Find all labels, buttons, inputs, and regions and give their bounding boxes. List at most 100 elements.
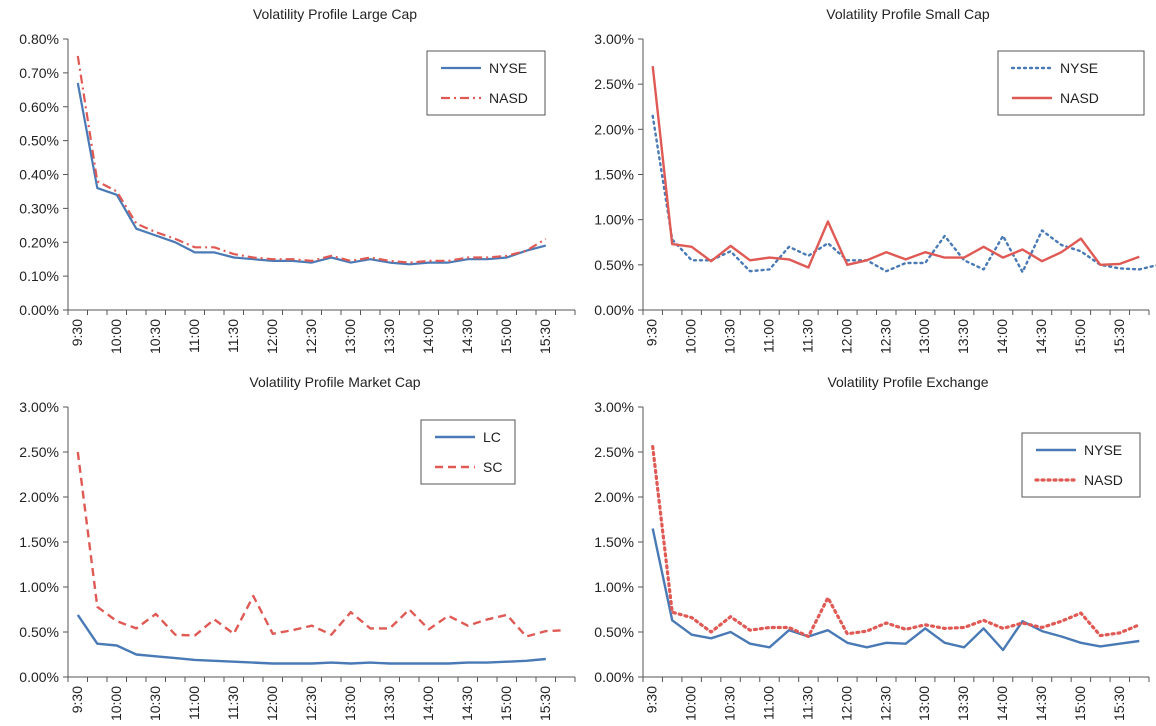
x-tick-label: 15:30: [537, 319, 553, 354]
y-tick-label: 0.40%: [19, 167, 59, 183]
y-tick-label: 0.50%: [19, 624, 59, 640]
legend: NYSE NASD: [997, 50, 1145, 116]
x-tick-label: 11:00: [761, 319, 777, 353]
y-tick-label: 2.00%: [594, 121, 634, 137]
x-tick-label: 11:00: [761, 686, 777, 720]
x-tick-label: 11:30: [225, 686, 241, 720]
y-tick-label: 3.00%: [594, 399, 634, 415]
legend-label: NASD: [1060, 90, 1099, 106]
series-line-nasd: [651, 445, 1141, 639]
x-tick-label: 13:00: [916, 686, 932, 721]
y-tick-label: 3.00%: [594, 31, 634, 47]
x-tick-label: 14:00: [994, 319, 1010, 354]
legend-box: [420, 419, 516, 485]
x-tick-label: 13:00: [916, 319, 932, 354]
x-tick-label: 12:30: [877, 319, 893, 354]
legend: NYSE NASD: [426, 50, 546, 116]
y-tick-label: 0.00%: [19, 302, 59, 318]
y-tick-label: 1.00%: [594, 579, 634, 595]
legend-label: SC: [483, 459, 502, 475]
x-tick-label: 12:30: [303, 319, 319, 354]
x-tick-label: 10:00: [108, 686, 124, 721]
x-tick-label: 13:30: [955, 319, 971, 354]
legend-label: NYSE: [1060, 60, 1098, 76]
y-tick-label: 1.50%: [594, 167, 634, 183]
legend: LC SC: [420, 419, 516, 485]
x-tick-label: 14:00: [994, 686, 1010, 721]
y-tick-label: 0.30%: [19, 200, 59, 216]
y-tick-label: 0.50%: [594, 257, 634, 273]
series-line-nasd: [651, 65, 1140, 269]
chart-title: Volatility Profile Small Cap: [826, 6, 990, 22]
chart-title: Volatility Profile Exchange: [827, 374, 988, 390]
y-tick-label: 2.50%: [594, 444, 634, 460]
x-tick-label: 12:00: [264, 319, 280, 354]
legend-box: [426, 50, 546, 116]
x-tick-label: 13:30: [381, 686, 397, 721]
series-line-lc: [76, 614, 546, 665]
series-line-nyse: [76, 82, 547, 266]
chart-panel-2: Volatility Profile Small Cap 0.00% 0.50% 1.…: [594, 6, 1156, 354]
y-tick-label: 0.50%: [594, 624, 634, 640]
x-tick-label: 10:30: [722, 319, 738, 354]
x-tick-label: 15:00: [498, 686, 514, 721]
x-tick-label: 13:00: [342, 319, 358, 354]
chart-panel-1: Volatility Profile Large Cap 0.00% 0.10% 0.…: [19, 6, 576, 354]
y-tick-label: 2.00%: [19, 489, 59, 505]
y-tick-label: 0.20%: [19, 234, 59, 250]
x-tick-label: 10:30: [147, 319, 163, 354]
y-tick-label: 2.00%: [594, 489, 634, 505]
x-tick-label: 10:30: [722, 686, 738, 721]
legend-box: [1021, 432, 1141, 498]
legend-label: NYSE: [489, 60, 527, 76]
y-tick-label: 3.00%: [19, 399, 59, 415]
legend: NYSE NASD: [1021, 432, 1141, 498]
x-tick-label: 15:30: [1111, 319, 1127, 354]
x-tick-label: 15:00: [1072, 686, 1088, 721]
x-tick-label: 9:30: [644, 686, 660, 713]
y-tick-label: 2.50%: [19, 444, 59, 460]
x-tick-label: 14:30: [459, 319, 475, 354]
x-tick-label: 15:30: [537, 686, 553, 721]
x-tick-label: 10:00: [683, 319, 699, 354]
legend-label: LC: [483, 429, 501, 445]
x-tick-label: 15:30: [1111, 686, 1127, 721]
x-tick-label: 14:30: [1033, 686, 1049, 721]
x-tick-label: 9:30: [69, 319, 85, 346]
x-tick-label: 12:30: [303, 686, 319, 721]
series-line-nyse: [651, 114, 1156, 274]
x-tick-label: 11:30: [225, 319, 241, 353]
x-tick-label: 13:30: [381, 319, 397, 354]
y-tick-label: 1.00%: [594, 212, 634, 228]
y-tick-label: 1.50%: [19, 534, 59, 550]
y-tick-label: 0.60%: [19, 99, 59, 115]
chart-panel-3: Volatility Profile Market Cap 0.00% 0.50% 1…: [19, 374, 576, 721]
x-tick-label: 12:00: [264, 686, 280, 721]
series-line-nyse: [651, 528, 1140, 652]
series-line-nasd: [76, 55, 547, 264]
y-tick-label: 0.70%: [19, 65, 59, 81]
x-tick-label: 11:00: [186, 686, 202, 720]
x-tick-label: 9:30: [644, 319, 660, 346]
x-tick-label: 10:00: [683, 686, 699, 721]
x-tick-label: 15:00: [1072, 319, 1088, 354]
x-tick-label: 11:00: [186, 319, 202, 353]
y-tick-label: 2.50%: [594, 76, 634, 92]
legend-label: NASD: [1084, 472, 1123, 488]
chart-title: Volatility Profile Market Cap: [249, 374, 420, 390]
y-tick-label: 1.00%: [19, 579, 59, 595]
legend-label: NYSE: [1084, 442, 1122, 458]
chart-title: Volatility Profile Large Cap: [253, 6, 417, 22]
x-tick-label: 12:00: [838, 319, 854, 354]
x-tick-label: 14:00: [420, 319, 436, 354]
x-tick-label: 10:30: [147, 686, 163, 721]
x-tick-label: 10:00: [108, 319, 124, 354]
x-tick-label: 11:30: [799, 686, 815, 720]
x-tick-label: 14:00: [420, 686, 436, 721]
x-tick-label: 13:30: [955, 686, 971, 721]
legend-label: NASD: [489, 90, 528, 106]
chart-panel-4: Volatility Profile Exchange 0.00% 0.50% 1.0…: [594, 374, 1150, 721]
x-tick-label: 14:30: [1033, 319, 1049, 354]
y-tick-label: 0.80%: [19, 31, 59, 47]
